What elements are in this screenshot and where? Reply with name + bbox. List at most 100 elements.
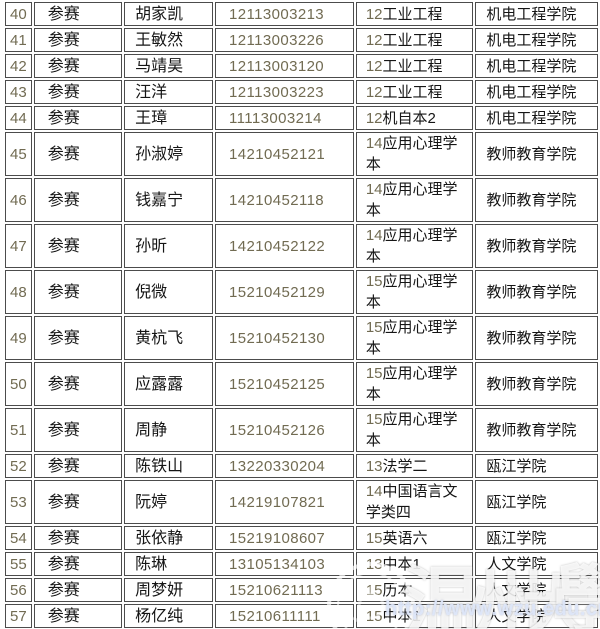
table-row: 42 参赛 马靖昊 12113003120 12工业工程 机电工程学院: [5, 54, 598, 78]
college-cell: 人文学院: [475, 552, 598, 576]
row-number-cell: 53: [5, 480, 32, 524]
status-cell: 参赛: [33, 362, 123, 406]
row-number-cell: 52: [5, 454, 32, 478]
name-cell: 钱嘉宁: [124, 178, 213, 222]
college-cell: 教师教育学院: [475, 178, 598, 222]
name-cell: 孙昕: [124, 224, 213, 268]
table-row: 52 参赛 陈铁山 13220330204 13法学二 瓯江学院: [5, 454, 598, 478]
name-cell: 张依静: [124, 526, 213, 550]
major-cell: 15应用心理学本: [355, 270, 474, 314]
row-number-cell: 50: [5, 362, 32, 406]
table-row: 49 参赛 黄杭飞 15210452130 15应用心理学本 教师教育学院: [5, 316, 598, 360]
name-cell: 孙淑婷: [124, 132, 213, 176]
row-number-cell: 42: [5, 54, 32, 78]
participant-table: 40 参赛 胡家凯 12113003213 12工业工程 机电工程学院 41 参赛 王敏然 121…: [3, 0, 600, 629]
row-number-cell: 55: [5, 552, 32, 576]
name-cell: 胡家凯: [124, 2, 213, 26]
table-row: 45 参赛 孙淑婷 14210452121 14应用心理学本 教师教育学院: [5, 132, 598, 176]
name-cell: 陈铁山: [124, 454, 213, 478]
name-cell: 王敏然: [124, 28, 213, 52]
major-cell: 15历本: [355, 578, 474, 602]
college-cell: 机电工程学院: [475, 2, 598, 26]
major-cell: 14中国语言文学类四: [355, 480, 474, 524]
major-cell: 15中本1: [355, 604, 474, 628]
major-cell: 15英语六: [355, 526, 474, 550]
table-row: 56 参赛 周梦妍 15210621113 15历本 人文学院: [5, 578, 598, 602]
major-cell: 15应用心理学本: [355, 362, 474, 406]
student-id-cell: 12113003223: [215, 80, 354, 104]
college-cell: 机电工程学院: [475, 54, 598, 78]
table-row: 57 参赛 杨亿纯 15210611111 15中本1 人文学院: [5, 604, 598, 628]
student-id-cell: 14210452121: [215, 132, 354, 176]
student-id-cell: 15210611111: [215, 604, 354, 628]
major-cell: 14应用心理学本: [355, 132, 474, 176]
college-cell: 瓯江学院: [475, 454, 598, 478]
participant-table-body: 40 参赛 胡家凯 12113003213 12工业工程 机电工程学院 41 参赛 王敏然 121…: [5, 2, 598, 629]
major-cell: 12工业工程: [355, 2, 474, 26]
student-id-cell: 14210452118: [215, 178, 354, 222]
college-cell: 机电工程学院: [475, 80, 598, 104]
table-row: 41 参赛 王敏然 12113003226 12工业工程 机电工程学院: [5, 28, 598, 52]
status-cell: 参赛: [33, 132, 123, 176]
major-cell: 13法学二: [355, 454, 474, 478]
status-cell: 参赛: [33, 552, 123, 576]
major-cell: 12机自本2: [355, 106, 474, 130]
college-cell: 人文学院: [475, 604, 598, 628]
table-row: 51 参赛 周静 15210452126 15应用心理学本 教师教育学院: [5, 408, 598, 452]
name-cell: 杨亿纯: [124, 604, 213, 628]
major-cell: 12工业工程: [355, 28, 474, 52]
status-cell: 参赛: [33, 80, 123, 104]
college-cell: 教师教育学院: [475, 316, 598, 360]
status-cell: 参赛: [33, 178, 123, 222]
row-number-cell: 57: [5, 604, 32, 628]
student-id-cell: 15210452130: [215, 316, 354, 360]
college-cell: 教师教育学院: [475, 270, 598, 314]
status-cell: 参赛: [33, 54, 123, 78]
status-cell: 参赛: [33, 270, 123, 314]
college-cell: 机电工程学院: [475, 106, 598, 130]
name-cell: 阮婷: [124, 480, 213, 524]
name-cell: 周静: [124, 408, 213, 452]
row-number-cell: 43: [5, 80, 32, 104]
status-cell: 参赛: [33, 408, 123, 452]
major-cell: 13中本1: [355, 552, 474, 576]
name-cell: 倪微: [124, 270, 213, 314]
row-number-cell: 56: [5, 578, 32, 602]
major-cell: 12工业工程: [355, 54, 474, 78]
name-cell: 周梦妍: [124, 578, 213, 602]
row-number-cell: 51: [5, 408, 32, 452]
table-row: 48 参赛 倪微 15210452129 15应用心理学本 教师教育学院: [5, 270, 598, 314]
status-cell: 参赛: [33, 604, 123, 628]
status-cell: 参赛: [33, 28, 123, 52]
college-cell: 教师教育学院: [475, 408, 598, 452]
student-id-cell: 13105134103: [215, 552, 354, 576]
student-id-cell: 15219108607: [215, 526, 354, 550]
table-row: 54 参赛 张依静 15219108607 15英语六 瓯江学院: [5, 526, 598, 550]
status-cell: 参赛: [33, 2, 123, 26]
college-cell: 瓯江学院: [475, 480, 598, 524]
student-id-cell: 15210621113: [215, 578, 354, 602]
table-row: 55 参赛 陈琳 13105134103 13中本1 人文学院: [5, 552, 598, 576]
name-cell: 王璋: [124, 106, 213, 130]
student-id-cell: 14219107821: [215, 480, 354, 524]
student-id-cell: 15210452129: [215, 270, 354, 314]
table-row: 50 参赛 应露露 15210452125 15应用心理学本 教师教育学院: [5, 362, 598, 406]
major-cell: 14应用心理学本: [355, 178, 474, 222]
college-cell: 教师教育学院: [475, 224, 598, 268]
name-cell: 汪洋: [124, 80, 213, 104]
college-cell: 瓯江学院: [475, 526, 598, 550]
major-cell: 15应用心理学本: [355, 408, 474, 452]
row-number-cell: 44: [5, 106, 32, 130]
table-row: 43 参赛 汪洋 12113003223 12工业工程 机电工程学院: [5, 80, 598, 104]
status-cell: 参赛: [33, 480, 123, 524]
row-number-cell: 48: [5, 270, 32, 314]
table-row: 47 参赛 孙昕 14210452122 14应用心理学本 教师教育学院: [5, 224, 598, 268]
student-id-cell: 13220330204: [215, 454, 354, 478]
major-cell: 15应用心理学本: [355, 316, 474, 360]
student-id-cell: 12113003213: [215, 2, 354, 26]
student-id-cell: 11113003214: [215, 106, 354, 130]
status-cell: 参赛: [33, 224, 123, 268]
row-number-cell: 41: [5, 28, 32, 52]
row-number-cell: 45: [5, 132, 32, 176]
name-cell: 马靖昊: [124, 54, 213, 78]
